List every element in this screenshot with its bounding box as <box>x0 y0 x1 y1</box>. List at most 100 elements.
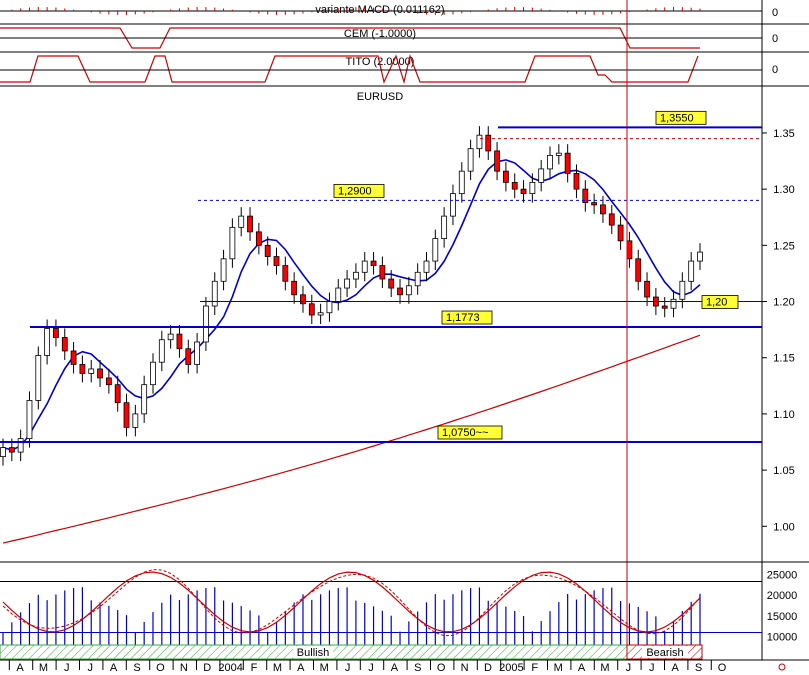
price-tick-label: 1.00 <box>773 521 794 533</box>
candle-body <box>547 155 553 170</box>
candle-body <box>0 447 6 458</box>
month-label: M <box>273 662 282 674</box>
candle-body <box>53 328 59 338</box>
candle-body <box>670 298 677 309</box>
candle-body <box>432 238 439 262</box>
price-tick-label: 1.25 <box>773 240 794 252</box>
candle-body <box>61 337 68 352</box>
month-label: J <box>87 662 93 674</box>
level-badge <box>441 310 493 325</box>
month-label: A <box>672 662 680 674</box>
candle-body <box>555 152 562 156</box>
candle-body <box>26 400 33 440</box>
month-label: S <box>133 662 140 674</box>
month-label: M <box>554 662 563 674</box>
month-label: D <box>484 662 492 674</box>
volume-tick-label: 15000 <box>767 611 798 623</box>
month-label: F <box>251 662 258 674</box>
bullish-label-bg <box>293 646 333 658</box>
candle-body <box>494 150 500 172</box>
candle-body <box>150 361 156 386</box>
level-badge <box>655 110 707 125</box>
candle-body <box>308 303 315 316</box>
candle-body <box>273 256 280 266</box>
candle-body <box>264 244 271 257</box>
candle-body <box>450 193 456 217</box>
month-label: D <box>203 662 211 674</box>
candle-body <box>485 134 492 152</box>
candle-body <box>405 285 412 296</box>
price-tick-label: 1.15 <box>773 353 794 365</box>
candle-body <box>397 287 403 296</box>
candle-body <box>423 260 430 273</box>
candle-body <box>70 350 77 365</box>
price-tick-label: 1.30 <box>773 184 794 196</box>
candle-body <box>185 348 192 365</box>
candle-body <box>644 280 650 298</box>
month-label: J <box>626 662 632 674</box>
indicator-title: CEM (-1.0000) <box>344 28 416 40</box>
candle-body <box>335 287 342 302</box>
month-label: N <box>180 662 188 674</box>
candle-body <box>238 215 245 228</box>
candle-body <box>379 265 386 280</box>
candle-body <box>282 265 289 282</box>
month-label: M <box>39 662 48 674</box>
bullish-label: Bullish <box>297 647 329 659</box>
price-tick-label: 1.10 <box>773 409 794 421</box>
level-badge <box>437 425 503 440</box>
month-label: J <box>649 662 655 674</box>
candle-body <box>361 260 368 273</box>
candle-body <box>502 170 509 183</box>
candle-body <box>97 368 103 379</box>
candle-body <box>617 224 624 242</box>
level-label: 1,3550 <box>660 112 694 124</box>
candle-body <box>326 301 333 314</box>
candle-body <box>441 215 448 239</box>
level-label: 1,1773 <box>446 312 480 324</box>
month-label: J <box>64 662 70 674</box>
candle-body <box>344 278 350 289</box>
month-label: F <box>531 662 538 674</box>
candle-body <box>353 271 359 280</box>
symbol-title: EURUSD <box>357 91 404 103</box>
month-label: 2004 <box>218 662 242 674</box>
candle-body <box>582 188 589 204</box>
month-label: O <box>156 662 165 674</box>
month-label: A <box>391 662 399 674</box>
candle-body <box>247 215 253 233</box>
candle-body <box>591 202 598 206</box>
level-label: 1,2900 <box>338 185 372 197</box>
volume-tick-label: 20000 <box>767 590 798 602</box>
candle-body <box>158 339 165 363</box>
candle-body <box>458 170 465 195</box>
candle-body <box>114 384 121 404</box>
candle-body <box>300 294 306 305</box>
time-axis: A M J J A S O N D 2004 F M A M J J A S O N D 2005 F M A M J J A S O <box>0 659 809 674</box>
month-label: N <box>461 662 469 674</box>
candle-body <box>564 152 571 174</box>
candle-body <box>8 447 15 453</box>
month-label: O <box>718 662 727 674</box>
candle-body <box>35 355 42 401</box>
candle-body <box>679 280 686 300</box>
candle-body <box>626 240 633 260</box>
candle-body <box>211 280 218 307</box>
price-panel: EURUSD 1.35 1.30 1.25 1.20 1.15 1.10 1.05 1.00 1,… <box>0 0 795 660</box>
candle-body <box>105 377 112 386</box>
candle-body <box>123 402 130 428</box>
candle-body <box>194 341 201 365</box>
candle-body <box>88 368 95 374</box>
price-tick-label: 1.05 <box>773 465 794 477</box>
month-label: A <box>110 662 118 674</box>
candle-body <box>370 260 377 266</box>
candle-body <box>511 181 518 190</box>
price-tick-label: 1.35 <box>773 128 794 140</box>
level-badge <box>333 183 385 198</box>
bearish-label-bg <box>642 646 688 658</box>
volume-tick-label: 10000 <box>767 632 798 644</box>
candle-body <box>388 278 395 289</box>
candle-body <box>600 204 606 215</box>
month-label: J <box>368 662 374 674</box>
